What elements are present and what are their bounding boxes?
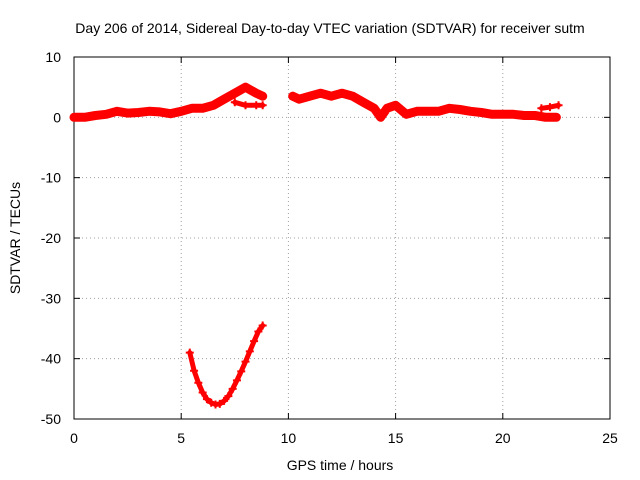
sdtvar-band-2-point — [488, 110, 497, 119]
sdtvar-band-point — [230, 89, 239, 98]
sdtvar-dip-point — [190, 366, 199, 375]
sdtvar-dip-point — [207, 398, 216, 407]
sdtvar-branch-point — [241, 101, 250, 110]
sdtvar-tail-point — [537, 104, 546, 113]
sdtvar-dip-point — [232, 376, 241, 385]
sdtvar-band-2-point — [391, 101, 400, 110]
sdtvar-dip-point — [194, 378, 203, 387]
sdtvar-band-point — [209, 101, 218, 110]
axis-ticks — [73, 56, 611, 420]
sdtvar-band-point — [123, 109, 132, 118]
sdtvar-band-point — [112, 107, 121, 116]
x-tick-label: 25 — [602, 430, 618, 446]
sdtvar-dip-point — [245, 347, 254, 356]
sdtvar-band-2-point — [434, 107, 443, 116]
sdtvar-band-point — [134, 108, 143, 117]
sdtvar-dip-point — [228, 384, 237, 393]
sdtvar-dip-point — [185, 348, 194, 357]
sdtvar-band-2-point — [520, 111, 529, 120]
sdtvar-band-2-point — [455, 105, 464, 114]
sdtvar-band-point — [252, 89, 261, 98]
sdtvar-dip-point — [202, 395, 211, 404]
sdtvar-band-2-point — [383, 104, 392, 113]
sdtvar-band-2-point — [288, 92, 297, 101]
y-tick-label: -30 — [41, 290, 61, 306]
sdtvar-band-2-point — [327, 92, 336, 101]
sdtvar-dip-point — [224, 392, 233, 401]
sdtvar-band-point — [187, 104, 196, 113]
sdtvar-band-2-point — [466, 107, 475, 116]
sdtvar-tail-point — [554, 101, 563, 110]
sdtvar-band-2-point — [445, 104, 454, 113]
sdtvar-band-point — [155, 107, 164, 116]
y-tick-label: -40 — [41, 351, 61, 367]
sdtvar-band-2-point — [530, 111, 539, 120]
tick-labels: 0 5 10 15 20 25 -50 -40 -30 -20 -10 0 10 — [41, 49, 618, 446]
sdtvar-band-point — [70, 113, 78, 122]
sdtvar-band-point — [102, 110, 111, 119]
sdtvar-band-point — [145, 107, 154, 116]
sdtvar-branch-point — [258, 101, 267, 110]
sdtvar-tail-point — [545, 103, 554, 112]
x-tick-label: 20 — [495, 430, 511, 446]
sdtvar-band-2-point — [413, 107, 422, 116]
sdtvar-band-point — [80, 113, 89, 122]
sdtvar-band-2-point — [402, 110, 411, 119]
sdtvar-band-2-point — [305, 92, 314, 101]
y-axis-label: SDTVAR / TECUs — [7, 182, 23, 294]
sdtvar-dip-point — [258, 321, 267, 330]
sdtvar-band-point — [91, 111, 100, 120]
sdtvar-band-point — [177, 107, 186, 116]
x-tick-label: 15 — [388, 430, 404, 446]
sdtvar-band-point — [220, 95, 229, 104]
sdtvar-band-2-point — [316, 89, 325, 98]
sdtvar-dip-point — [250, 337, 259, 346]
sdtvar-band-2-point — [509, 110, 518, 119]
sdtvar-band-point — [258, 92, 267, 101]
x-tick-label: 5 — [177, 430, 185, 446]
sdtvar-band-2-point — [498, 110, 507, 119]
sdtvar-band-2-point — [541, 113, 550, 122]
y-tick-label: -20 — [41, 230, 61, 246]
sdtvar-band-2-point — [423, 107, 432, 116]
sdtvar-dip-point — [215, 399, 224, 408]
sdtvar-band-2-point — [552, 113, 561, 122]
sdtvar-dip-point — [254, 327, 263, 336]
sdtvar-band-2-point — [338, 89, 346, 98]
y-tick-label: -50 — [41, 411, 61, 427]
sdtvar-band-2-point — [295, 95, 304, 104]
sdtvar-dip-point — [237, 367, 246, 376]
sdtvar-band-point — [198, 104, 207, 113]
sdtvar-band-2-point — [359, 98, 368, 107]
sdtvar-band-point — [166, 109, 175, 118]
y-tick-label: 10 — [45, 49, 61, 65]
x-tick-label: 10 — [281, 430, 297, 446]
sdtvar-band-2-point — [348, 92, 357, 101]
sdtvar-band-2-point — [376, 113, 385, 122]
y-tick-label: -10 — [41, 170, 61, 186]
sdtvar-band-point — [241, 83, 250, 92]
sdtvar-branch-point — [230, 98, 239, 107]
sdtvar-band-2-point — [477, 108, 486, 117]
chart-title: Day 206 of 2014, Sidereal Day-to-day VTE… — [75, 20, 584, 36]
y-tick-label: 0 — [53, 109, 61, 125]
data-series — [69, 82, 563, 409]
sdtvar-dip-point — [220, 396, 229, 405]
x-axis-label: GPS time / hours — [287, 457, 394, 473]
sdtvar-band-2-point — [370, 104, 379, 113]
sdtvar-dip-point — [198, 388, 207, 397]
x-tick-label: 0 — [70, 430, 78, 446]
sdtvar-dip-point — [241, 357, 250, 366]
